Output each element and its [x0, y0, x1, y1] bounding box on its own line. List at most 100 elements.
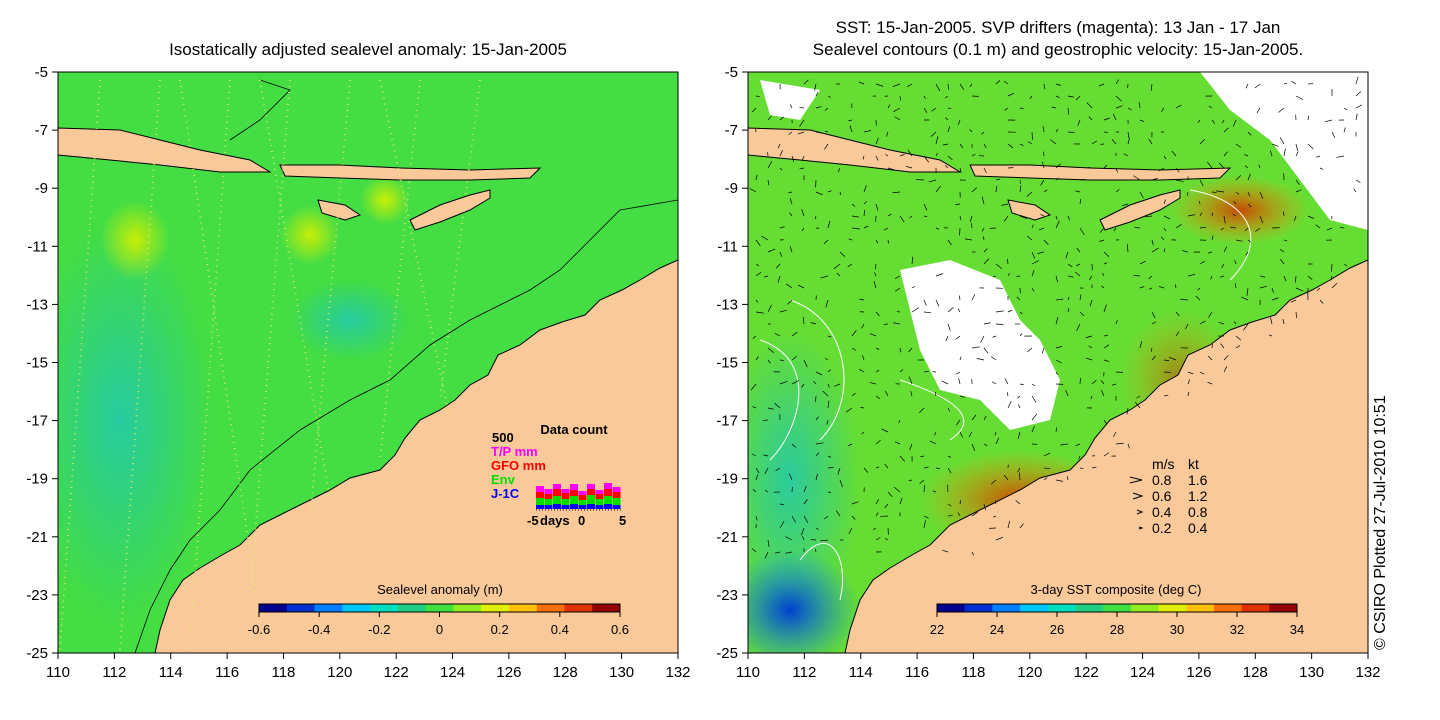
- velocity-arrow: [894, 116, 901, 121]
- data-count-bar-segment: [561, 489, 570, 493]
- velocity-arrow: [1199, 371, 1205, 375]
- velocity-arrow: [875, 311, 880, 317]
- velocity-arrow: [1355, 104, 1363, 109]
- right-colorbar-cell: [1075, 604, 1104, 612]
- velocity-arrow: [827, 455, 832, 458]
- velocity-arrow: [885, 154, 889, 157]
- velocity-arrow: [1043, 83, 1046, 90]
- velocity-arrow: [825, 299, 829, 308]
- left-anomaly-cyan2: [290, 280, 410, 360]
- velocity-arrow: [1007, 273, 1010, 277]
- velocity-arrow: [847, 443, 853, 447]
- velocity-arrow: [1079, 294, 1082, 301]
- velocity-arrow: [1126, 244, 1129, 253]
- velocity-arrow: [1088, 116, 1093, 121]
- velocity-arrow: [1067, 215, 1070, 221]
- velocity-arrow: [1234, 260, 1237, 265]
- velocity-arrow: [791, 155, 795, 162]
- left-colorbar-cell: [564, 604, 593, 612]
- velocity-arrow: [947, 514, 953, 517]
- velocity-arrow: [1245, 83, 1249, 89]
- velocity-arrow: [1067, 308, 1070, 313]
- velocity-arrow: [898, 419, 901, 424]
- velocity-arrow: [935, 152, 938, 157]
- data-count-bar-segment: [570, 496, 578, 504]
- velocity-legend-arrow-3: [1138, 526, 1144, 530]
- right-land-sunda: [969, 164, 1232, 181]
- velocity-arrow: [1331, 131, 1336, 138]
- velocity-arrow: [1247, 239, 1251, 243]
- velocity-arrow: [908, 347, 913, 353]
- velocity-arrow: [1043, 239, 1049, 245]
- velocity-arrow: [930, 131, 937, 137]
- velocity-arrow: [873, 281, 877, 289]
- velocity-arrow: [1040, 179, 1045, 186]
- velocity-arrow: [750, 383, 757, 391]
- velocity-arrow: [969, 215, 973, 223]
- velocity-arrow: [851, 501, 859, 505]
- velocity-arrow: [851, 392, 856, 397]
- data-count-bar-segment: [604, 489, 612, 496]
- velocity-arrow: [1089, 275, 1093, 280]
- velocity-arrow: [801, 527, 805, 536]
- velocity-arrow: [767, 248, 776, 253]
- velocity-arrow: [845, 407, 853, 413]
- velocity-arrow: [1055, 427, 1057, 433]
- velocity-arrow: [1270, 150, 1273, 157]
- velocity-arrow: [955, 203, 961, 205]
- right-colorbar-tick-label: 26: [1050, 622, 1064, 637]
- velocity-arrow: [1121, 203, 1129, 207]
- velocity-arrow: [869, 382, 877, 385]
- velocity-arrow: [1042, 161, 1045, 169]
- data-count-bar-segment: [561, 499, 570, 505]
- velocity-arrow: [969, 83, 973, 87]
- velocity-arrow: [1103, 304, 1107, 313]
- velocity-arrow: [1151, 311, 1156, 319]
- velocity-arrow: [1355, 91, 1362, 97]
- velocity-arrow: [1031, 269, 1035, 277]
- velocity-arrow: [1187, 371, 1194, 375]
- velocity-arrow: [1324, 119, 1333, 123]
- velocity-arrow: [827, 220, 831, 229]
- right-panel-title-line1: SST: 15-Jan-2005. SVP drifters (magenta)…: [835, 18, 1281, 37]
- velocity-arrow: [887, 104, 891, 109]
- velocity-arrow: [1151, 177, 1158, 181]
- left-ytick-label: -17: [26, 413, 48, 430]
- left-land-sumba: [317, 199, 362, 221]
- velocity-arrow: [899, 455, 905, 462]
- velocity-arrow: [1067, 275, 1074, 278]
- velocity-arrow: [767, 539, 770, 547]
- data-count-bar-segment: [612, 487, 621, 492]
- velocity-arrow: [755, 467, 760, 474]
- velocity-arrow: [1089, 299, 1093, 307]
- velocity-arrow: [815, 442, 824, 445]
- velocity-arrow: [833, 263, 841, 270]
- right-xtick-label: 128: [1243, 664, 1268, 681]
- velocity-arrow: [1199, 320, 1206, 325]
- velocity-arrow: [1218, 321, 1225, 325]
- velocity-arrow: [1235, 143, 1242, 148]
- velocity-arrow: [1235, 175, 1242, 181]
- velocity-arrow: [827, 190, 832, 193]
- data-count-xtick-5: 5: [619, 513, 626, 528]
- velocity-arrow: [1254, 83, 1261, 89]
- right-colorbar-cell: [964, 604, 993, 612]
- velocity-arrow: [874, 272, 877, 277]
- right-land-sumba: [1007, 199, 1052, 221]
- data-count-bar-segment: [561, 505, 570, 509]
- velocity-arrow: [1031, 413, 1038, 421]
- velocity-arrow: [1175, 104, 1182, 109]
- left-xtick-label: 118: [271, 664, 295, 681]
- velocity-arrow: [1211, 119, 1216, 124]
- data-count-series-j1c: J-1C: [491, 486, 520, 501]
- velocity-arrow: [935, 299, 940, 307]
- velocity-arrow: [941, 380, 949, 385]
- velocity-arrow: [851, 515, 856, 520]
- right-colorbar-cell: [1158, 604, 1187, 612]
- right-ytick-label: -21: [716, 529, 738, 546]
- right-colorbar-cell: [1241, 604, 1270, 612]
- velocity-arrow: [971, 187, 978, 193]
- velocity-arrow: [862, 354, 865, 361]
- velocity-arrow: [1235, 239, 1243, 242]
